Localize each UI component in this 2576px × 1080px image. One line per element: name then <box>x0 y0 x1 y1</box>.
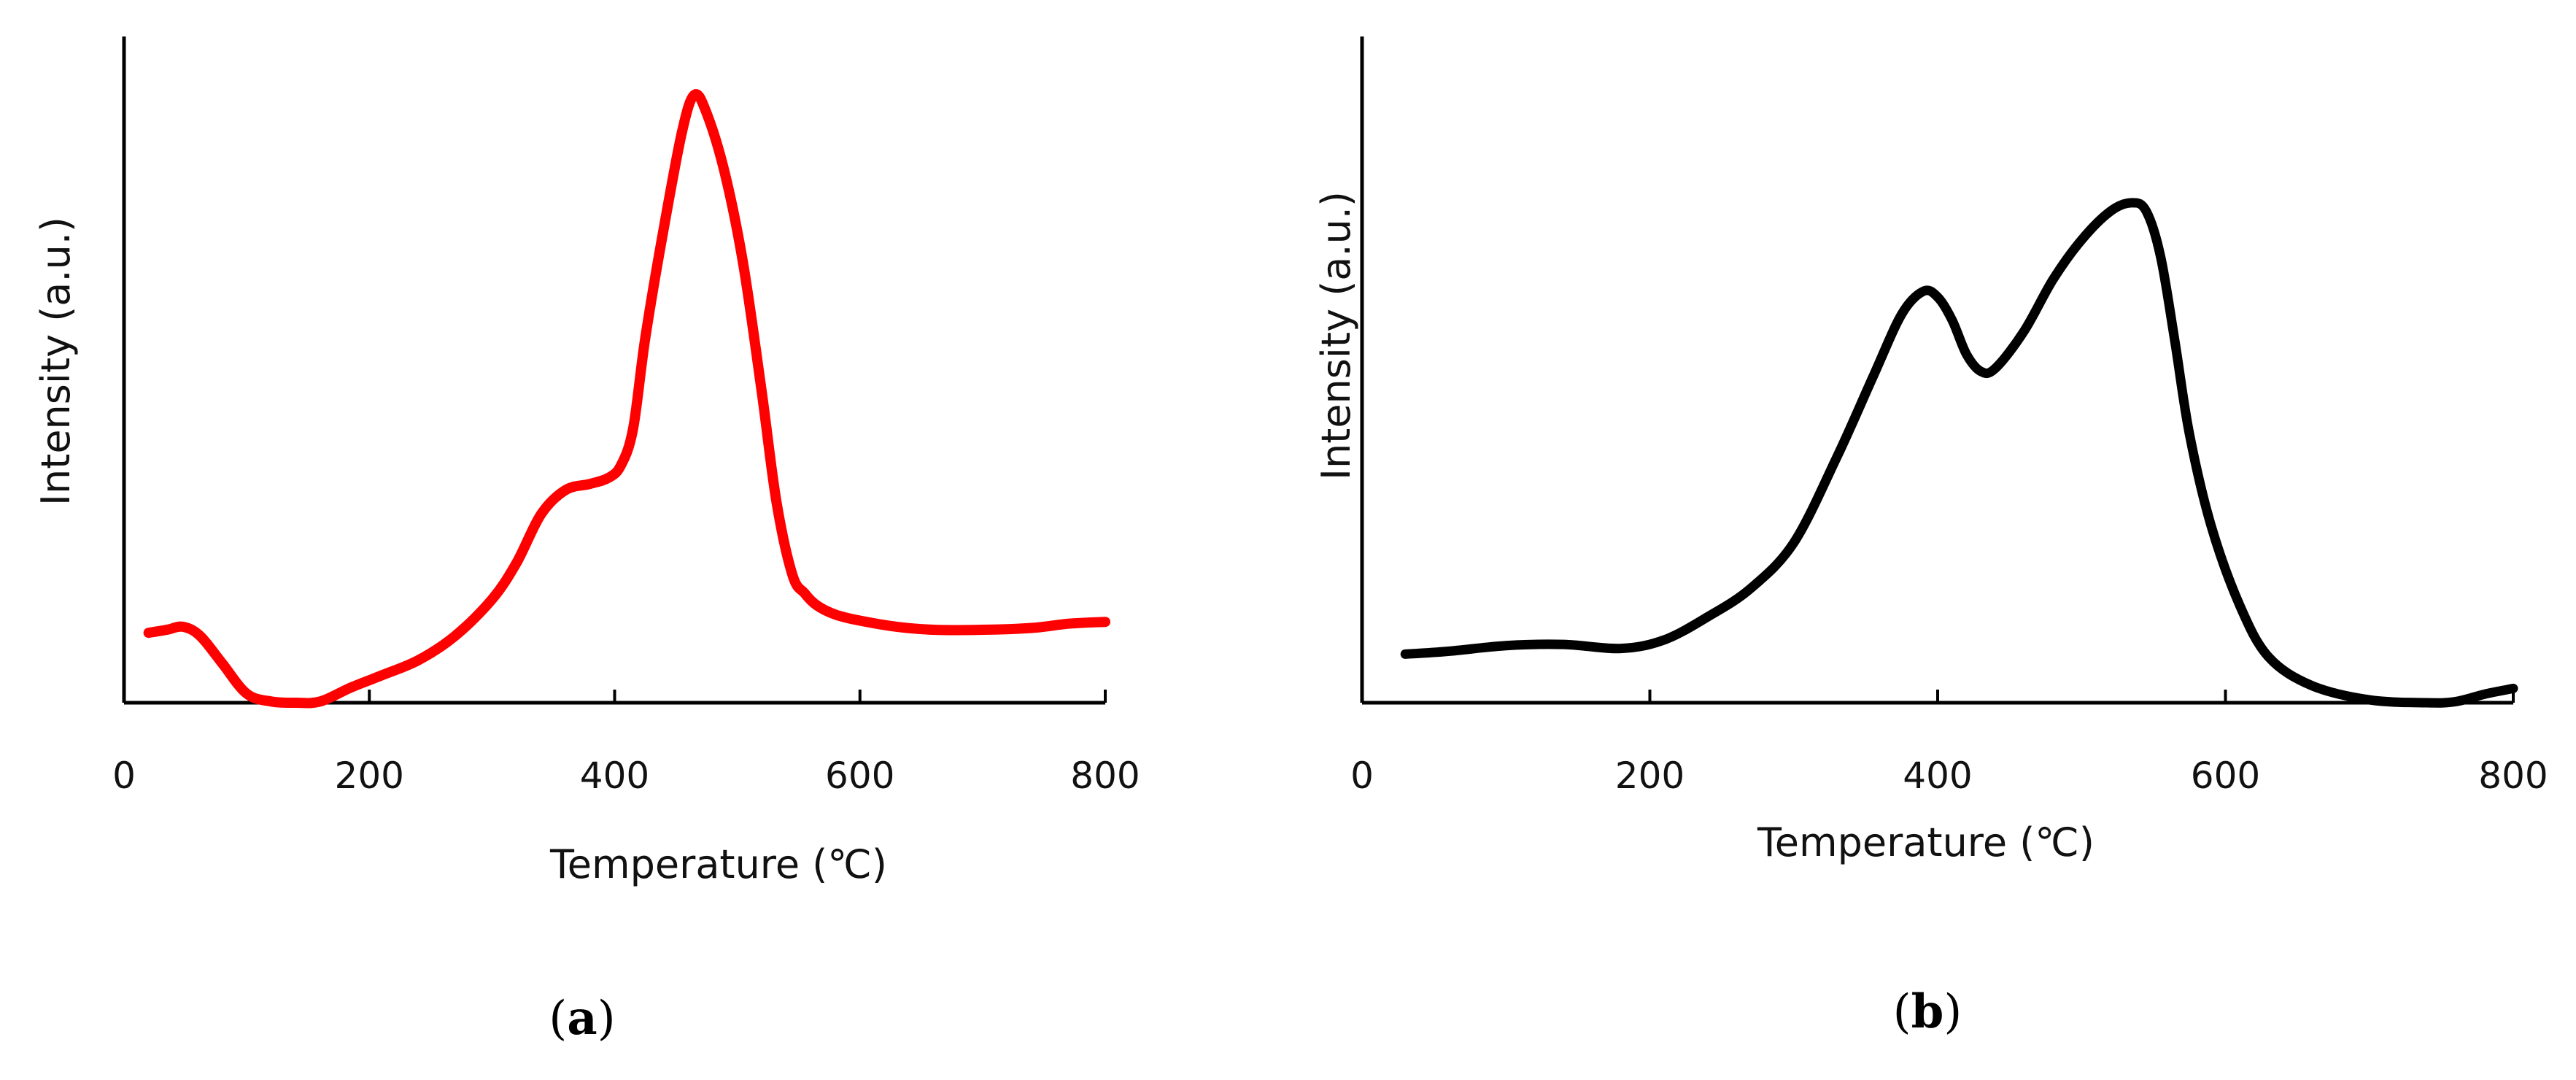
panel-label-b: (b) <box>1893 984 1962 1039</box>
y-axis-label-a: Intensity (a.u.) <box>33 217 79 506</box>
x-tick-label-b-200: 200 <box>1615 755 1685 797</box>
y-axis-label-b: Intensity (a.u.) <box>1313 191 1359 480</box>
panel-label-a-close: ) <box>597 992 616 1046</box>
x-tick-label-a-800: 800 <box>1070 755 1140 797</box>
x-tick-label-b-800: 800 <box>2478 755 2548 797</box>
panel-label-a-letter: a <box>567 991 597 1046</box>
chart-panel-b: 0 200 400 600 800 Temperature (℃) Intensity … <box>1313 36 2548 1039</box>
panel-label-b-letter: b <box>1911 984 1944 1039</box>
panel-label-b-open: ( <box>1893 985 1911 1039</box>
x-tick-label-a-0: 0 <box>112 755 136 797</box>
series-b <box>1400 198 2518 708</box>
panel-label-a: (a) <box>549 991 615 1046</box>
series-line-b <box>1400 198 2518 708</box>
x-axis-label-b: Temperature (℃) <box>1757 819 2095 865</box>
panel-label-b-close: ) <box>1943 985 1962 1039</box>
x-tick-label-a-600: 600 <box>825 755 894 797</box>
axes-b <box>1360 36 2513 705</box>
x-tick-label-a-200: 200 <box>335 755 404 797</box>
axes-a <box>122 36 1105 705</box>
x-ticks-b: 0 200 400 600 800 <box>1350 690 2548 797</box>
x-tick-label-a-400: 400 <box>580 755 649 797</box>
x-ticks-a: 0 200 400 600 800 <box>112 690 1140 797</box>
x-tick-label-b-400: 400 <box>1903 755 1972 797</box>
chart-panel-a: 0 200 400 600 800 Temperature (℃) Intensity … <box>33 36 1140 1046</box>
series-a <box>143 89 1110 709</box>
series-line-a <box>143 89 1110 709</box>
x-axis-label-a: Temperature (℃) <box>549 841 887 887</box>
x-tick-label-b-0: 0 <box>1350 755 1374 797</box>
panel-label-a-open: ( <box>549 992 567 1046</box>
x-tick-label-b-600: 600 <box>2191 755 2260 797</box>
